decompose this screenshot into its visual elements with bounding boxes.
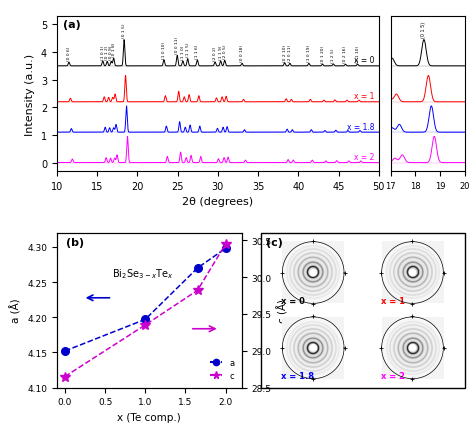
Y-axis label: a (Å): a (Å) (10, 298, 22, 323)
Circle shape (310, 345, 316, 351)
Text: x = 2: x = 2 (381, 371, 404, 380)
Text: (0 1 5): (0 1 5) (421, 22, 427, 38)
Text: (1 1 5): (1 1 5) (186, 43, 190, 58)
Y-axis label: Intensity (a.u.): Intensity (a.u.) (25, 53, 36, 135)
Text: (0 0 11): (0 0 11) (175, 37, 179, 54)
Text: x = 1.8: x = 1.8 (347, 123, 375, 132)
Text: (1 2 5): (1 2 5) (331, 48, 336, 63)
Text: (0 0 9): (0 0 9) (109, 46, 113, 60)
X-axis label: 2θ (degrees): 2θ (degrees) (182, 197, 254, 207)
Text: (2 1 10): (2 1 10) (356, 46, 359, 63)
Text: (0 1 8): (0 1 8) (112, 43, 116, 57)
X-axis label: x (Te comp.): x (Te comp.) (118, 412, 181, 422)
Text: (2 0 11): (2 0 11) (288, 45, 292, 62)
Text: (2 0 5): (2 0 5) (223, 44, 227, 59)
Text: (1 1 0): (1 1 0) (181, 45, 185, 60)
Text: (c): (c) (266, 237, 283, 248)
Text: x = 2: x = 2 (355, 153, 375, 162)
Text: (b): (b) (66, 238, 84, 248)
Text: (0 1 20): (0 1 20) (320, 46, 325, 63)
Circle shape (410, 270, 416, 276)
Text: (0 2 16): (0 2 16) (344, 46, 347, 63)
Text: x = 0: x = 0 (355, 56, 375, 65)
Text: (0 0 6): (0 0 6) (67, 46, 71, 61)
Text: (1 0 10): (1 0 10) (162, 41, 166, 58)
Text: (0 1 2): (0 1 2) (105, 46, 109, 60)
Circle shape (410, 345, 416, 351)
Text: x = 0: x = 0 (281, 296, 305, 305)
Text: (a): (a) (64, 20, 81, 30)
Text: x = 1.8: x = 1.8 (281, 371, 314, 380)
Legend: a, c: a, c (207, 355, 237, 383)
Circle shape (310, 270, 316, 276)
Text: (1 1 6): (1 1 6) (195, 44, 200, 58)
Y-axis label: c (Å): c (Å) (277, 299, 289, 322)
Text: (2 0 2): (2 0 2) (213, 46, 217, 60)
Text: (1 0 1): (1 0 1) (101, 45, 105, 60)
Text: (0 2 10): (0 2 10) (283, 44, 287, 61)
Text: Bi$_2$Se$_{3-x}$Te$_x$: Bi$_2$Se$_{3-x}$Te$_x$ (112, 267, 174, 280)
Text: (0 0 18): (0 0 18) (240, 45, 244, 62)
Text: x = 1: x = 1 (355, 92, 375, 101)
Text: (0 1 5): (0 1 5) (122, 24, 126, 38)
Text: (1 1 9): (1 1 9) (219, 45, 223, 60)
Text: (1 0 19): (1 0 19) (307, 45, 311, 62)
Text: x = 1: x = 1 (381, 296, 404, 305)
